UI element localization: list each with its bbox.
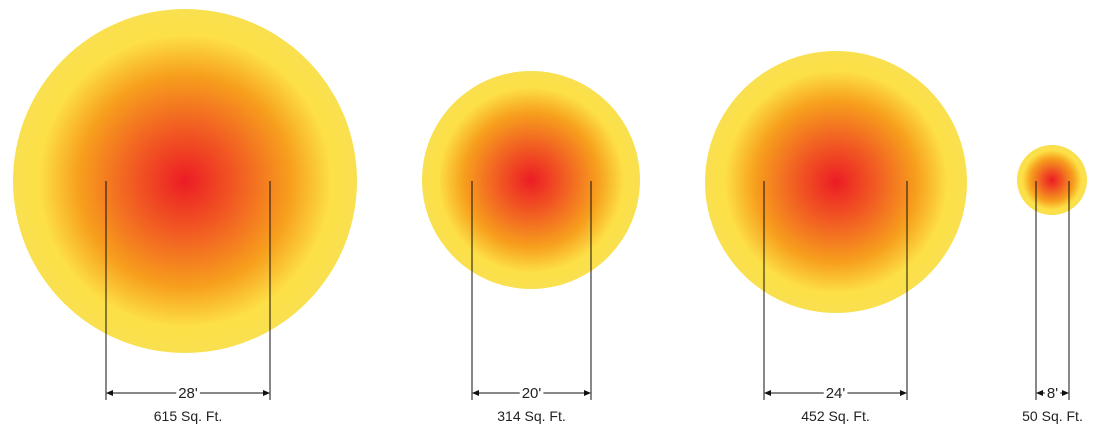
diameter-label: 24' xyxy=(826,385,846,402)
area-label: 50 Sq. Ft. xyxy=(1022,408,1083,424)
circle-group: 28' 615 Sq. Ft. xyxy=(13,9,357,424)
heat-circle xyxy=(1017,145,1087,215)
arrowhead-right xyxy=(263,390,270,396)
area-label: 452 Sq. Ft. xyxy=(801,408,869,424)
diameter-label: 8' xyxy=(1047,385,1058,402)
diameter-label: 28' xyxy=(178,385,198,402)
area-label: 615 Sq. Ft. xyxy=(154,408,222,424)
arrowhead-right xyxy=(900,390,907,396)
circle-group: 20' 314 Sq. Ft. xyxy=(422,71,640,424)
area-label: 314 Sq. Ft. xyxy=(497,408,565,424)
arrowhead-left xyxy=(764,390,771,396)
circle-group: 24' 452 Sq. Ft. xyxy=(705,51,967,424)
circle-group: 8' 50 Sq. Ft. xyxy=(1017,145,1087,424)
arrowhead-right xyxy=(1062,390,1069,396)
arrowhead-left xyxy=(1036,390,1043,396)
arrowhead-left xyxy=(106,390,113,396)
heat-circle xyxy=(705,51,967,313)
diameter-label: 20' xyxy=(522,385,542,402)
arrowhead-left xyxy=(472,390,479,396)
heat-circle xyxy=(13,9,357,353)
arrowhead-right xyxy=(584,390,591,396)
heat-circle xyxy=(422,71,640,289)
